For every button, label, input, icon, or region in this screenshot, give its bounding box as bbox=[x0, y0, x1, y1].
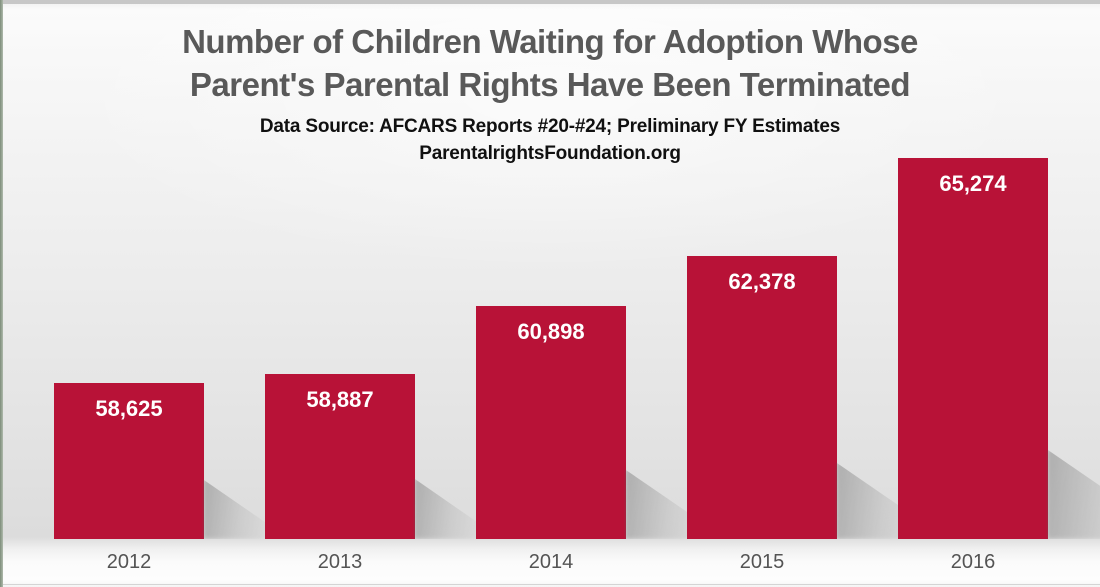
bar-2014: 60,898 bbox=[476, 306, 727, 539]
x-axis-label-2014: 2014 bbox=[528, 551, 574, 573]
chart-subtitle-line-2: ParentalrightsFoundation.org bbox=[419, 143, 681, 164]
bar-value-label: 65,274 bbox=[939, 171, 1007, 196]
x-axis-labels: 2012 2013 2014 2015 2016 bbox=[54, 551, 1048, 574]
bar-2013: 58,887 bbox=[265, 374, 502, 539]
chart-title-line-1: Number of Children Waiting for Adoption … bbox=[182, 23, 918, 60]
bar-shadow bbox=[1046, 449, 1100, 539]
bar-value-label: 60,898 bbox=[517, 319, 585, 344]
bar-value-label: 62,378 bbox=[728, 269, 796, 294]
slide-bottom-border bbox=[0, 584, 1100, 585]
slide-left-border bbox=[0, 0, 3, 587]
bar-chart-plot-area: 58,625 58,887 60,898 62,378 65,274 bbox=[54, 158, 1100, 539]
bar-2012: 58,625 bbox=[54, 383, 290, 539]
x-axis-label-2013: 2013 bbox=[317, 551, 363, 573]
bar-value-label: 58,625 bbox=[95, 396, 163, 421]
chart-title-line-2: Parent's Parental Rights Have Been Termi… bbox=[189, 66, 911, 103]
bar-2016: 65,274 bbox=[898, 158, 1100, 539]
chart-header: Number of Children Waiting for Adoption … bbox=[0, 20, 1100, 167]
slide-top-border bbox=[0, 0, 1100, 4]
chart-subtitle-line-1: Data Source: AFCARS Reports #20-#24; Pre… bbox=[259, 116, 841, 137]
x-axis-label-2012: 2012 bbox=[106, 551, 152, 573]
chart-subtitle: Data Source: AFCARS Reports #20-#24; Pre… bbox=[0, 113, 1100, 167]
x-axis-label-2015: 2015 bbox=[739, 551, 785, 573]
bar-2015: 62,378 bbox=[687, 256, 948, 539]
x-axis-label-2016: 2016 bbox=[950, 551, 996, 573]
bar-value-label: 58,887 bbox=[306, 387, 374, 412]
